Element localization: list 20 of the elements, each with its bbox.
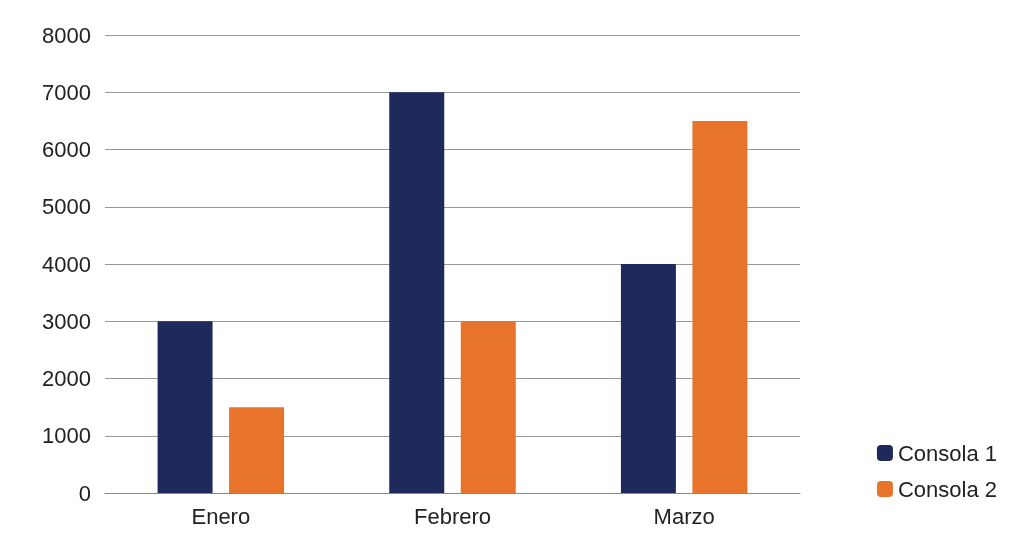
y-tick-label: 8000 <box>42 22 91 48</box>
y-tick-label: 7000 <box>42 79 91 105</box>
y-tick-label: 4000 <box>42 251 91 277</box>
bar <box>460 321 516 493</box>
y-tick-label: 2000 <box>42 366 91 391</box>
x-tick-label: Enero <box>191 503 251 529</box>
y-tick-label: 0 <box>78 480 91 506</box>
y-tick-label: 1000 <box>42 423 91 449</box>
bar <box>229 407 285 493</box>
bar <box>620 264 676 493</box>
x-tick-label: Marzo <box>653 503 715 529</box>
y-tick-label: 6000 <box>42 137 91 162</box>
bar <box>389 92 445 493</box>
legend-label: Consola 2 <box>897 476 998 502</box>
y-tick-label: 5000 <box>42 194 91 220</box>
legend-label: Consola 1 <box>897 440 998 466</box>
bar <box>157 321 213 493</box>
y-tick-label: 3000 <box>42 308 91 334</box>
bar <box>692 120 748 493</box>
x-tick-label: Febrero <box>413 503 492 529</box>
